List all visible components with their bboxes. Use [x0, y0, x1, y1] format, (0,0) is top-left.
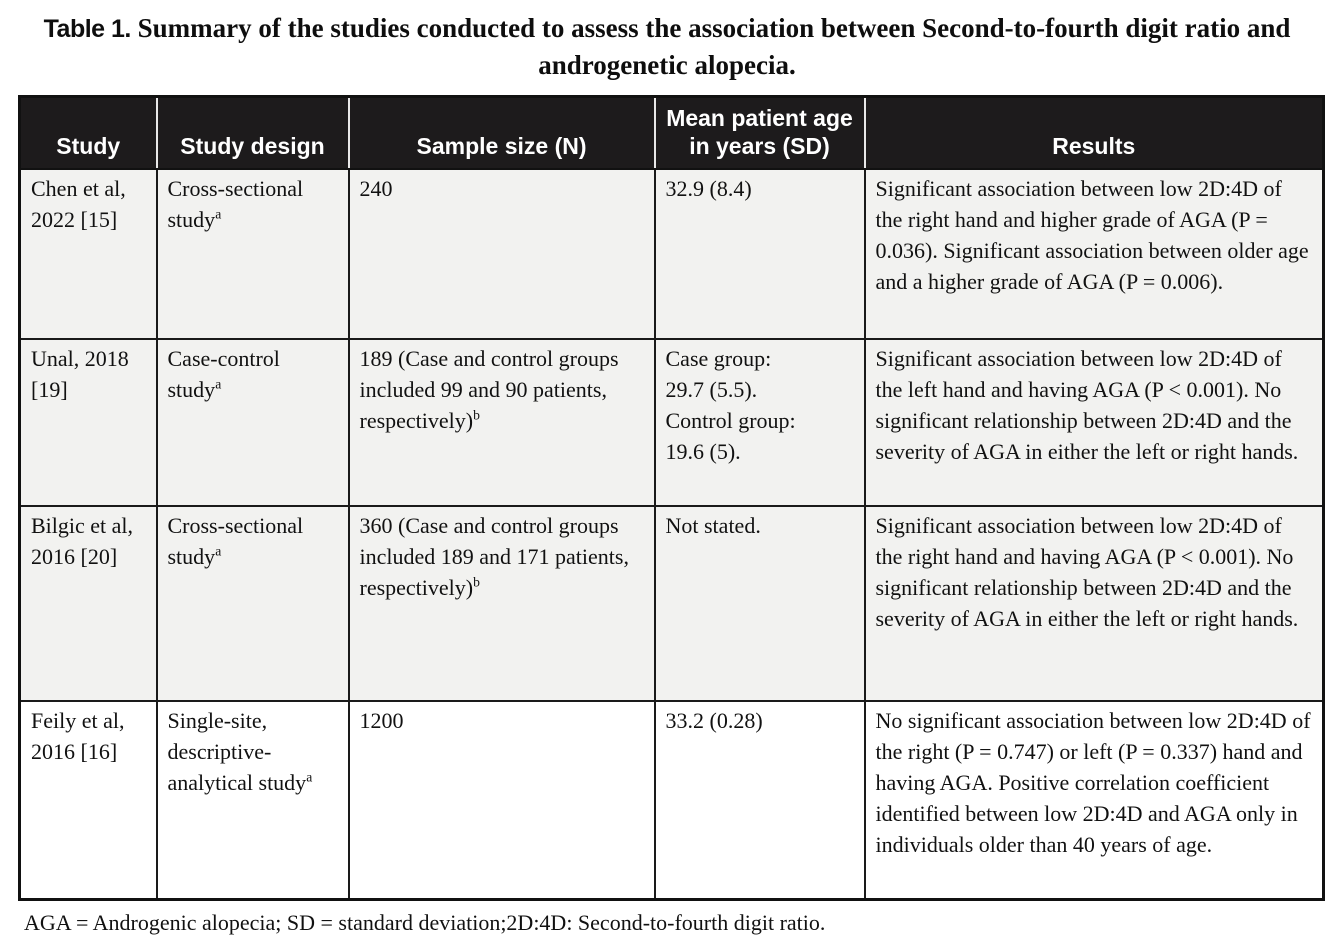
- footnote-marker: a: [215, 376, 222, 392]
- footnote-marker: b: [473, 407, 480, 423]
- study-design-text: Single-site, descriptive-analytical stud…: [167, 708, 307, 795]
- studies-summary-table: Study Study design Sample size (N) Mean …: [18, 95, 1325, 901]
- table-footnote: AGA = Androgenic alopecia; SD = standard…: [24, 909, 826, 935]
- footnote-marker: a: [306, 769, 313, 785]
- sample-size-cell: 240: [347, 168, 656, 340]
- footnote-marker: a: [215, 543, 222, 559]
- table-caption-text: Summary of the studies conducted to asse…: [137, 13, 1291, 80]
- study-design-cell: Cross-sectional studya: [155, 505, 350, 702]
- column-header-sample-size: Sample size (N): [347, 96, 655, 170]
- study-cell: Feily et al, 2016 [16]: [18, 700, 158, 900]
- results-cell: Significant association between low 2D:4…: [863, 168, 1325, 340]
- column-header-mean-age: Mean patient age in years (SD): [653, 96, 865, 170]
- table-row: Unal, 2018 [19] Case-control studya 189 …: [18, 338, 1325, 507]
- table-header-row: Study Study design Sample size (N) Mean …: [19, 96, 1324, 170]
- table-caption: Table 1. Summary of the studies conducte…: [0, 0, 1334, 95]
- study-cell: Unal, 2018 [19]: [18, 338, 158, 507]
- study-design-text: Cross-sectional study: [167, 513, 304, 569]
- results-cell: Significant association between low 2D:4…: [863, 505, 1325, 702]
- mean-age-cell: 33.2 (0.28): [653, 700, 866, 900]
- column-header-results: Results: [863, 96, 1324, 170]
- study-cell: Chen et al, 2022 [15]: [18, 168, 158, 340]
- table-row: Bilgic et al, 2016 [20] Cross-sectional …: [18, 505, 1325, 702]
- table-caption-label: Table 1.: [43, 15, 132, 43]
- sample-size-text: 240: [359, 176, 393, 201]
- table-row: Feily et al, 2016 [16] Single-site, desc…: [18, 700, 1325, 900]
- study-design-cell: Case-control studya: [155, 338, 350, 507]
- results-cell: Significant association between low 2D:4…: [863, 338, 1325, 507]
- results-cell: No significant association between low 2…: [863, 700, 1325, 900]
- study-design-text: Case-control study: [167, 346, 280, 402]
- study-design-cell: Single-site, descriptive-analytical stud…: [155, 700, 350, 900]
- table-row: Chen et al, 2022 [15] Cross-sectional st…: [18, 168, 1325, 340]
- study-design-text: Cross-sectional study: [167, 176, 304, 232]
- study-cell: Bilgic et al, 2016 [20]: [18, 505, 158, 702]
- sample-size-text: 189 (Case and control groups included 99…: [359, 346, 619, 433]
- sample-size-text: 1200: [359, 708, 404, 733]
- sample-size-text: 360 (Case and control groups included 18…: [359, 513, 629, 600]
- study-design-cell: Cross-sectional studya: [155, 168, 350, 340]
- sample-size-cell: 1200: [347, 700, 656, 900]
- column-header-study: Study: [19, 96, 157, 170]
- footnote-marker: b: [473, 574, 480, 590]
- mean-age-cell: Case group: 29.7 (5.5). Control group: 1…: [653, 338, 866, 507]
- sample-size-cell: 189 (Case and control groups included 99…: [347, 338, 656, 507]
- column-header-study-design: Study design: [155, 96, 349, 170]
- sample-size-cell: 360 (Case and control groups included 18…: [347, 505, 656, 702]
- mean-age-cell: 32.9 (8.4): [653, 168, 866, 340]
- mean-age-cell: Not stated.: [653, 505, 866, 702]
- footnote-marker: a: [215, 206, 222, 222]
